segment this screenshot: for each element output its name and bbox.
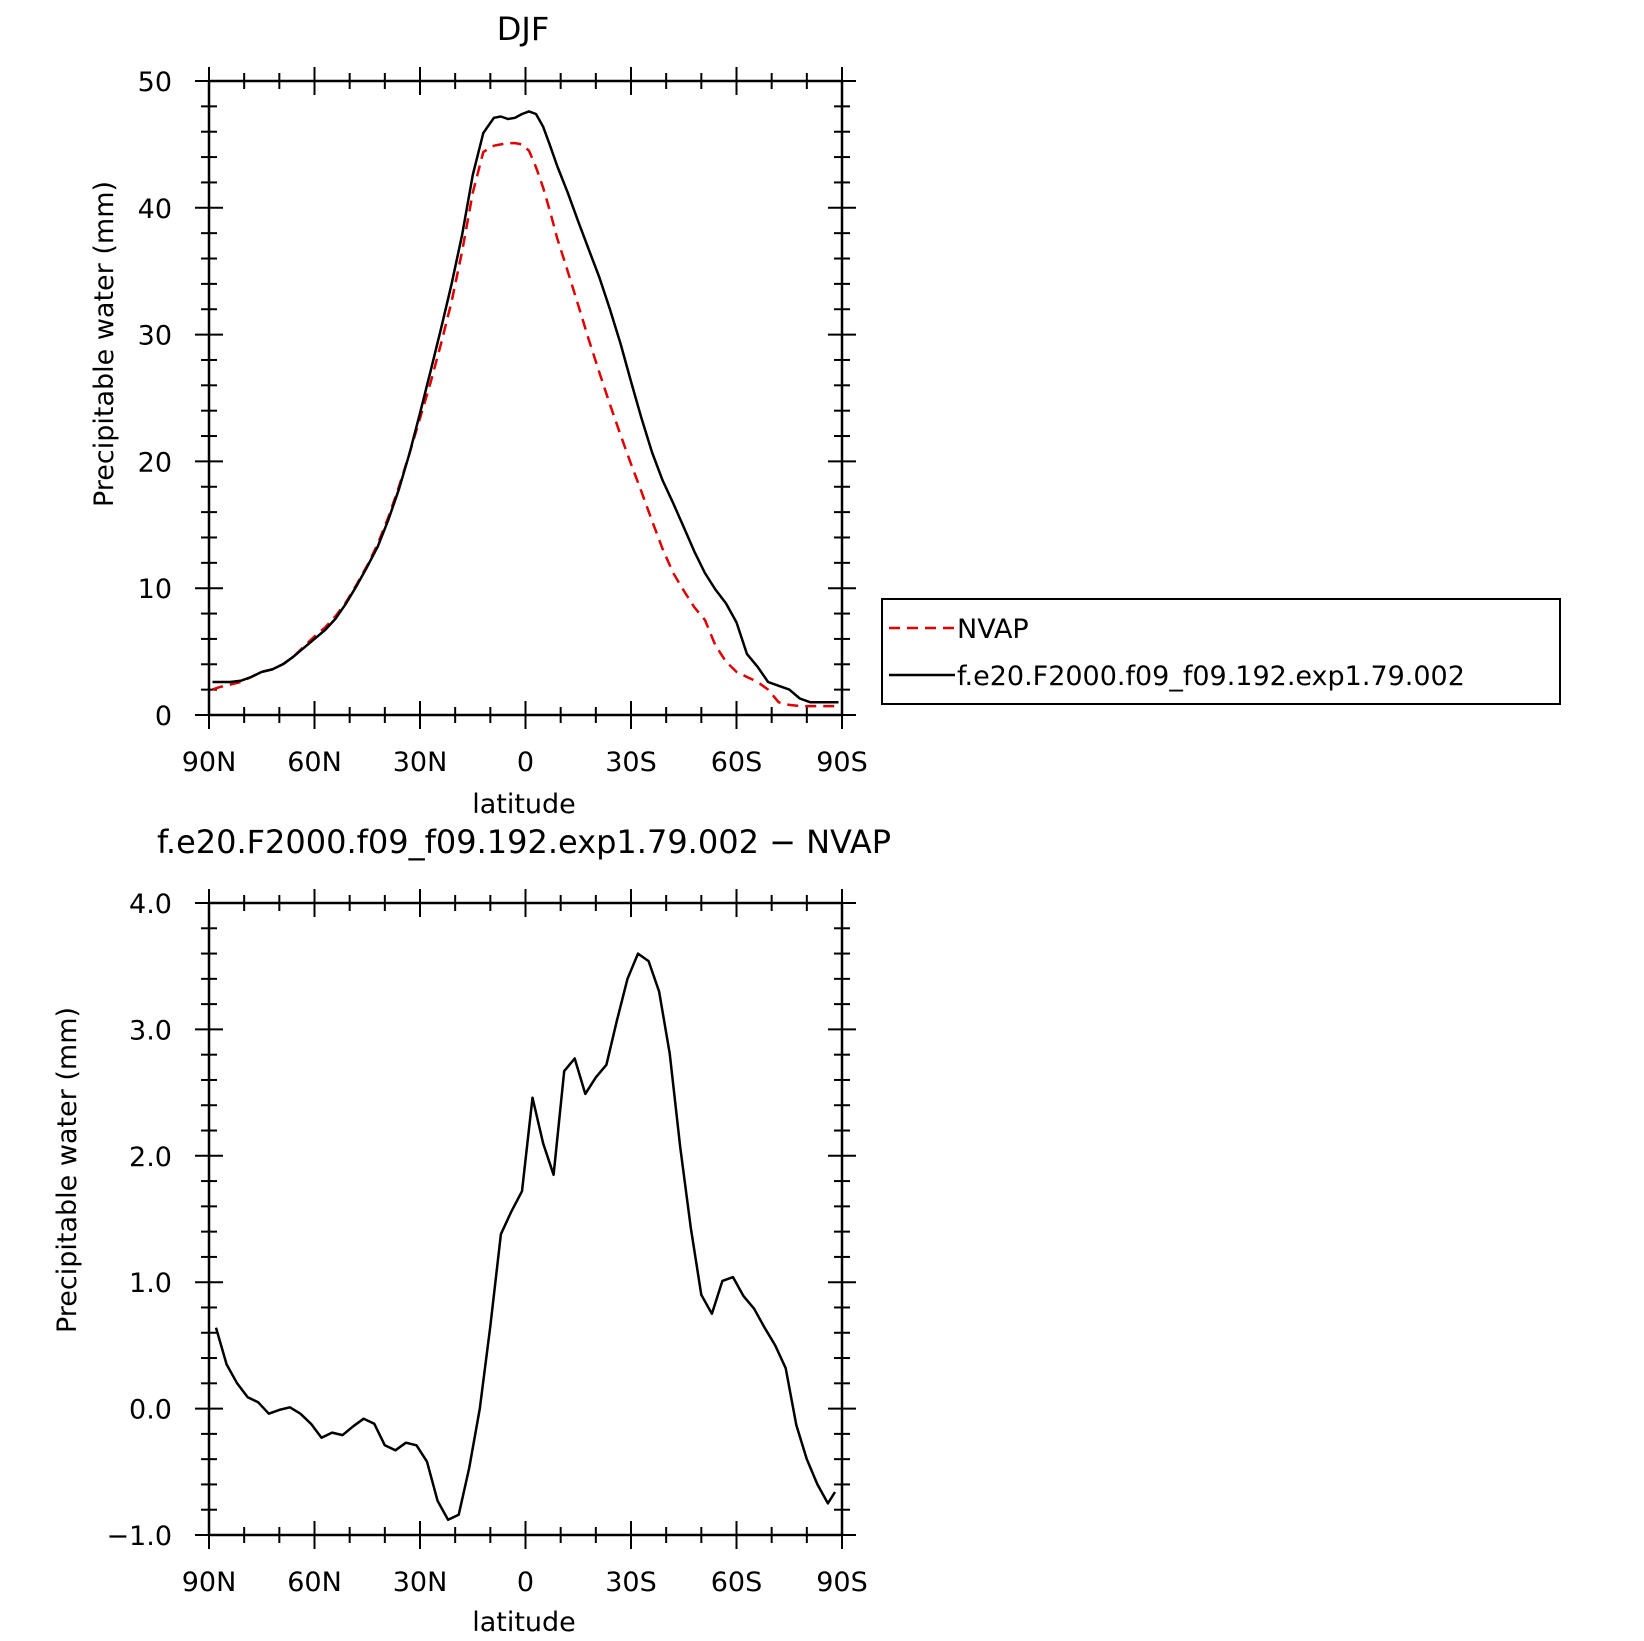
top-x-tick-label: 30N	[393, 747, 448, 778]
top-x-tick-label: 60N	[287, 747, 342, 778]
top-y-tick-label: 0	[155, 701, 172, 732]
bottom-x-tick-label: 0	[517, 1567, 534, 1598]
bottom-y-tick-labels: −1.0 0.0 1.0 2.0 3.0 4.0	[106, 889, 172, 1552]
top-x-tick-labels: 90N 60N 30N 0 30S 60S 90S	[182, 747, 868, 778]
bottom-y-tick-label: 2.0	[129, 1142, 172, 1173]
bottom-x-tick-label: 60S	[711, 1567, 763, 1598]
bottom-y-tick-label: 1.0	[129, 1268, 172, 1299]
bottom-axis-ticks	[195, 889, 856, 1549]
top-x-tick-label: 30S	[605, 747, 657, 778]
bottom-y-tick-label: 0.0	[129, 1395, 172, 1426]
top-plot-frame	[207, 79, 844, 717]
top-axis-ticks	[195, 67, 856, 729]
bottom-y-tick-label: −1.0	[106, 1521, 172, 1552]
bottom-x-tick-labels: 90N 60N 30N 0 30S 60S 90S	[182, 1567, 868, 1598]
top-y-tick-labels: 0 10 20 30 40 50	[138, 67, 172, 732]
bottom-y-tick-label: 3.0	[129, 1015, 172, 1046]
bottom-series-lines	[214, 952, 837, 1522]
bottom-series-line-0	[214, 952, 837, 1522]
bottom-panel: f.e20.F2000.f09_f09.192.exp1.79.002 − NV…	[52, 823, 891, 1638]
bottom-x-tick-label: 30S	[605, 1567, 657, 1598]
bottom-x-tick-label: 60N	[287, 1567, 342, 1598]
top-y-tick-label: 20	[138, 447, 172, 478]
legend-label-nvap: NVAP	[957, 614, 1029, 645]
bottom-chart-title: f.e20.F2000.f09_f09.192.exp1.79.002 − NV…	[157, 823, 891, 861]
top-panel: DJF Precipitable water (mm) latitude 90N…	[89, 10, 868, 820]
top-x-tick-label: 90S	[816, 747, 868, 778]
bottom-x-axis-label: latitude	[472, 1607, 576, 1638]
bottom-y-axis-label: Precipitable water (mm)	[52, 1007, 83, 1333]
legend-label-model: f.e20.F2000.f09_f09.192.exp1.79.002	[957, 661, 1465, 692]
legend: NVAP f.e20.F2000.f09_f09.192.exp1.79.002	[881, 598, 1561, 705]
top-series-line-1	[212, 110, 839, 704]
top-y-tick-label: 50	[138, 67, 172, 98]
bottom-x-tick-label: 90S	[816, 1567, 868, 1598]
top-y-tick-label: 40	[138, 194, 172, 225]
bottom-x-tick-label: 30N	[393, 1567, 448, 1598]
top-x-tick-label: 90N	[182, 747, 237, 778]
top-y-axis-label: Precipitable water (mm)	[89, 181, 120, 507]
top-x-tick-label: 0	[517, 747, 534, 778]
top-series-lines	[212, 110, 839, 708]
top-y-tick-label: 30	[138, 321, 172, 352]
legend-box	[881, 598, 1561, 705]
top-y-tick-label: 10	[138, 574, 172, 605]
bottom-x-tick-label: 90N	[182, 1567, 237, 1598]
top-chart-title: DJF	[497, 10, 549, 48]
bottom-plot-frame	[207, 901, 844, 1537]
top-series-line-0	[212, 141, 839, 708]
bottom-y-tick-label: 4.0	[129, 889, 172, 920]
top-x-tick-label: 60S	[711, 747, 763, 778]
top-x-axis-label: latitude	[472, 789, 576, 820]
